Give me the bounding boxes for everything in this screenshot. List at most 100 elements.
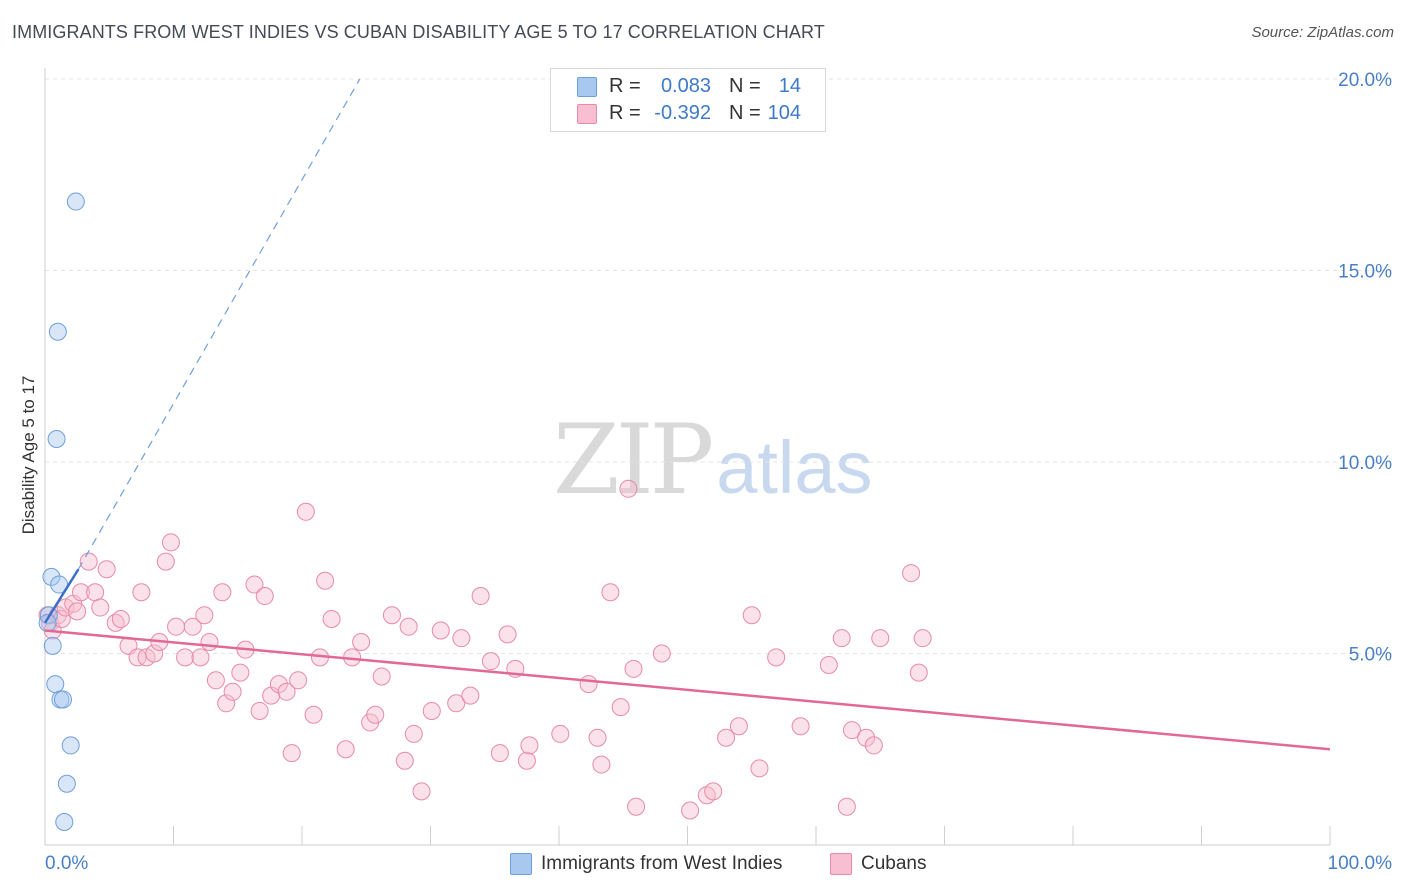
cubans-point	[913, 629, 932, 648]
legend-n-label: N =	[729, 102, 761, 124]
cubans-point	[490, 744, 509, 763]
west-indies-point	[48, 322, 67, 341]
cubans-point	[729, 717, 748, 736]
west-indies-point	[53, 690, 72, 709]
cubans-point	[431, 621, 450, 640]
cubans-point	[156, 552, 175, 571]
cubans-point	[592, 755, 611, 774]
west-indies-point	[61, 736, 80, 755]
cubans-point	[791, 717, 810, 736]
west-indies-trend-extension	[77, 78, 361, 570]
cubans-point	[517, 751, 536, 770]
cubans-point	[579, 675, 598, 694]
legend-n-label: N =	[729, 75, 761, 97]
cubans-point	[404, 724, 423, 743]
cubans-point	[909, 663, 928, 682]
cubans-point	[857, 728, 876, 747]
cubans-point	[191, 648, 210, 667]
cubans-point	[520, 736, 539, 755]
cubans-point	[819, 655, 838, 674]
cubans-point	[71, 583, 90, 602]
watermark-zip: ZIP	[553, 404, 714, 516]
cubans-point	[902, 564, 921, 583]
cubans-point	[601, 583, 620, 602]
cubans-point	[681, 801, 700, 820]
cubans-point	[864, 736, 883, 755]
west-indies-point	[66, 192, 85, 211]
cubans-point	[289, 671, 308, 690]
cubans-point	[213, 583, 232, 602]
cubans-point	[412, 782, 431, 801]
cubans-point	[231, 663, 250, 682]
cubans-point	[68, 602, 87, 621]
bottom-legend-label-west-indies: Immigrants from West Indies	[541, 853, 783, 874]
x-tick-label: 100.0%	[1328, 853, 1393, 874]
cubans-point	[704, 782, 723, 801]
cubans-point	[619, 479, 638, 498]
bottom-legend-swatch-cubans	[830, 853, 852, 875]
cubans-point	[132, 583, 151, 602]
cubans-point	[206, 671, 225, 690]
cubans-point	[627, 797, 646, 816]
west-indies-point	[57, 774, 76, 793]
cubans-point	[372, 667, 391, 686]
cubans-point	[223, 682, 242, 701]
cubans-point	[282, 744, 301, 763]
watermark: ZIPatlas	[553, 404, 873, 516]
legend-r-value: -0.392	[654, 102, 711, 124]
legend-swatch-cubans	[577, 104, 597, 124]
cubans-point	[498, 625, 517, 644]
cubans-point	[245, 575, 264, 594]
cubans-trend-line	[44, 629, 1331, 751]
cubans-point	[366, 705, 385, 724]
cubans-point	[296, 502, 315, 521]
cubans-point	[86, 583, 105, 602]
legend-r-label: R =	[609, 75, 641, 97]
cubans-point	[461, 686, 480, 705]
legend-row-west-indies: R = 0.083 N = 14	[551, 73, 825, 100]
cubans-point	[481, 652, 500, 671]
cubans-point	[176, 648, 195, 667]
legend-n-value: 14	[778, 75, 801, 97]
y-axis-label: Disability Age 5 to 17	[19, 376, 38, 535]
cubans-point	[79, 552, 98, 571]
west-indies-point	[46, 675, 65, 694]
cubans-point	[183, 617, 202, 636]
cubans-point	[447, 694, 466, 713]
west-indies-point	[55, 813, 74, 832]
cubans-point	[336, 740, 355, 759]
cubans-point	[871, 629, 890, 648]
x-tick-label: 0.0%	[45, 853, 88, 874]
bottom-legend-label-cubans: Cubans	[861, 853, 927, 874]
cubans-point	[97, 560, 116, 579]
west-indies-point	[43, 636, 62, 655]
cubans-point	[471, 587, 490, 606]
cubans-point	[269, 675, 288, 694]
chart-title: IMMIGRANTS FROM WEST INDIES VS CUBAN DIS…	[12, 22, 825, 42]
y-tick-label: 10.0%	[1338, 453, 1392, 474]
y-tick-label: 20.0%	[1338, 70, 1392, 91]
cubans-point	[717, 728, 736, 747]
cubans-point	[395, 751, 414, 770]
cubans-point	[322, 610, 341, 629]
cubans-point	[217, 694, 236, 713]
bottom-legend-swatch-west-indies	[510, 853, 532, 875]
cubans-point	[767, 648, 786, 667]
west-indies-point	[42, 567, 61, 586]
cubans-point	[316, 571, 335, 590]
cubans-point	[167, 617, 186, 636]
cubans-point	[382, 606, 401, 625]
cubans-point	[399, 617, 418, 636]
cubans-point	[611, 698, 630, 717]
west-indies-point	[47, 430, 66, 449]
watermark-atlas: atlas	[716, 426, 873, 509]
cubans-point	[750, 759, 769, 778]
legend-swatch-west-indies	[577, 77, 597, 97]
legend-n-value: 104	[767, 102, 801, 124]
legend-r-label: R =	[609, 102, 641, 124]
y-tick-label: 5.0%	[1349, 645, 1392, 666]
cubans-point	[250, 701, 269, 720]
chart-source: Source: ZipAtlas.com	[1251, 24, 1394, 41]
cubans-point	[742, 606, 761, 625]
